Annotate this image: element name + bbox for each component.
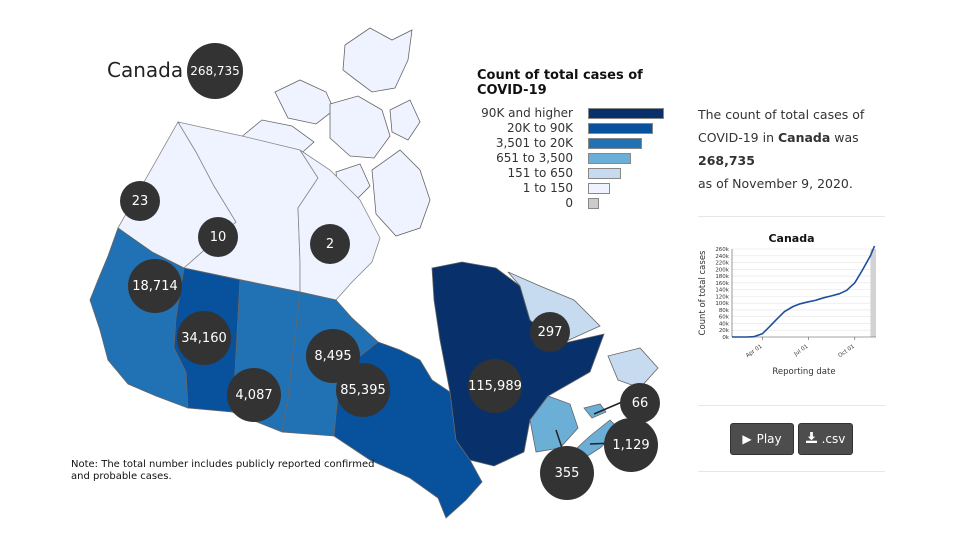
- bubble-on[interactable]: 85,395: [336, 363, 390, 417]
- summary-line2a: COVID-19 in: [698, 130, 778, 145]
- latest-period-band: [870, 249, 876, 337]
- y-tick-label: 20k: [719, 328, 730, 334]
- y-tick-label: 240k: [715, 254, 729, 260]
- legend-row: 0: [477, 196, 677, 211]
- province-nb[interactable]: [529, 395, 579, 453]
- x-axis-label: Reporting date: [772, 367, 835, 377]
- trend-chart-title: Canada: [768, 232, 815, 245]
- summary-country: Canada: [777, 130, 831, 145]
- summary-line1: The count of total cases of: [698, 107, 865, 122]
- legend-label: 151 to 650: [507, 166, 573, 180]
- country-title: Canada: [107, 58, 184, 82]
- legend-label: 1 to 150: [522, 181, 573, 195]
- legend-label: 20K to 90K: [507, 121, 573, 135]
- summary-text: The count of total cases of COVID-19 in …: [698, 103, 898, 195]
- summary-line3: as of November 9, 2020.: [698, 176, 853, 191]
- summary-total: 268,735: [698, 153, 755, 168]
- legend-title: Count of total cases of COVID-19: [477, 68, 643, 98]
- legend-swatch: [588, 183, 610, 194]
- country-total-bubble: 268,735: [187, 43, 243, 99]
- bubble-yt[interactable]: 23: [120, 181, 160, 221]
- series-line: [732, 245, 876, 338]
- bubble-qc[interactable]: 115,989: [468, 359, 522, 413]
- bubble-mb[interactable]: 8,495: [306, 329, 360, 383]
- play-icon: ▶: [742, 432, 752, 446]
- legend-swatch: [588, 108, 664, 119]
- y-tick-label: 160k: [715, 281, 729, 287]
- legend-row: 151 to 650: [477, 166, 677, 181]
- legend-label: 3,501 to 20K: [495, 136, 573, 150]
- legend-swatch: [588, 198, 599, 209]
- legend-swatch: [588, 153, 631, 164]
- arctic-islands: [239, 27, 431, 237]
- trend-chart: 0k20k40k60k80k100k120k140k160k180k200k22…: [698, 245, 876, 377]
- y-tick-label: 140k: [715, 288, 729, 294]
- y-tick-label: 0k: [722, 335, 729, 341]
- legend-label: 90K and higher: [481, 106, 573, 120]
- y-tick-label: 80k: [719, 308, 730, 314]
- y-tick-label: 40k: [719, 321, 730, 327]
- bubble-nt[interactable]: 10: [198, 217, 238, 257]
- divider: [698, 471, 885, 472]
- province-nu[interactable]: [297, 149, 381, 301]
- divider: [698, 216, 885, 217]
- summary-line2b: was: [830, 130, 859, 145]
- province-pe[interactable]: [583, 403, 607, 419]
- y-tick-label: 60k: [719, 315, 730, 321]
- legend-swatch: [588, 168, 621, 179]
- download-icon: [805, 432, 817, 446]
- y-tick-label: 120k: [715, 294, 729, 300]
- y-tick-label: 260k: [715, 247, 729, 253]
- csv-label: .csv: [821, 432, 846, 446]
- legend-row: 90K and higher: [477, 106, 677, 121]
- footnote: Note: The total number includes publicly…: [71, 459, 375, 482]
- legend-row: 20K to 90K: [477, 121, 677, 136]
- legend-row: 651 to 3,500: [477, 151, 677, 166]
- legend-swatch: [588, 123, 653, 134]
- legend-swatch: [588, 138, 642, 149]
- province-qc[interactable]: [431, 261, 605, 467]
- bubble-bc[interactable]: 18,714: [128, 259, 182, 313]
- legend-label: 651 to 3,500: [496, 151, 573, 165]
- divider: [698, 405, 885, 406]
- bubble-nu[interactable]: 2: [310, 224, 350, 264]
- bubble-pe[interactable]: 66: [620, 383, 660, 423]
- y-tick-label: 200k: [715, 267, 729, 273]
- bubble-nl[interactable]: 297: [530, 312, 570, 352]
- play-label: Play: [756, 432, 782, 446]
- y-tick-label: 100k: [715, 301, 729, 307]
- legend-row: 1 to 150: [477, 181, 677, 196]
- x-tick-label: Apr 01: [745, 344, 763, 359]
- download-csv-button[interactable]: .csv: [798, 423, 853, 455]
- legend-label: 0: [565, 196, 573, 210]
- bubble-ns[interactable]: 1,129: [604, 418, 658, 472]
- x-tick-label: Jul 01: [793, 344, 810, 358]
- province-nl[interactable]: [507, 271, 659, 389]
- map-legend: Count of total cases of COVID-19 90K and…: [477, 68, 677, 211]
- legend-row: 3,501 to 20K: [477, 136, 677, 151]
- play-button[interactable]: ▶ Play: [730, 423, 794, 455]
- bubble-nb[interactable]: 355: [540, 446, 594, 500]
- y-tick-label: 220k: [715, 261, 729, 267]
- y-axis-label: Count of total cases: [698, 250, 708, 336]
- y-tick-label: 180k: [715, 274, 729, 280]
- bubble-ab[interactable]: 34,160: [177, 311, 231, 365]
- x-tick-label: Oct 01: [838, 344, 856, 359]
- bubble-sk[interactable]: 4,087: [227, 368, 281, 422]
